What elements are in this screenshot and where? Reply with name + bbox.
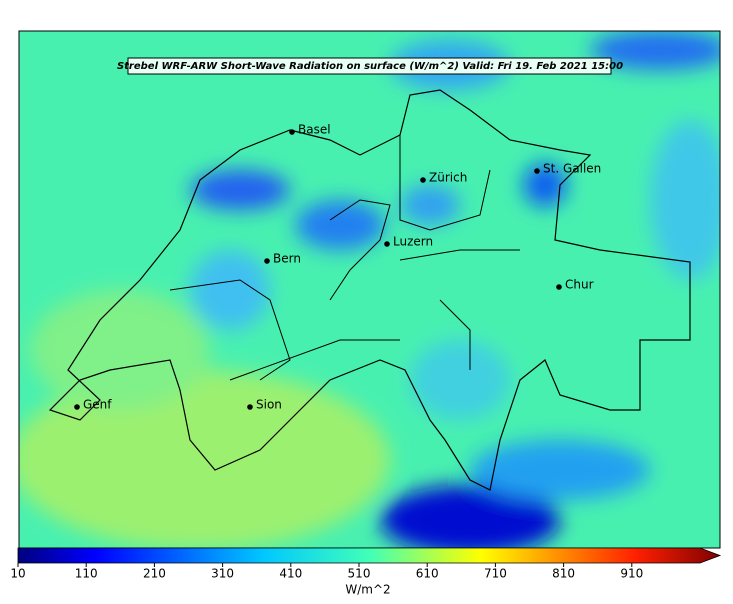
colorbar-tick-label: 510 <box>348 567 371 581</box>
city-label: Luzern <box>393 235 433 249</box>
colorbar-tick-label: 210 <box>143 567 166 581</box>
canton-borders <box>169 135 520 381</box>
title: Strebel WRF-ARW Short-Wave Radiation on … <box>117 61 623 72</box>
city-label: Bern <box>273 252 301 266</box>
colorbar-tick-label: 810 <box>552 567 575 581</box>
city-dot <box>384 241 390 247</box>
city-dot <box>534 168 540 174</box>
city-dot <box>264 258 270 264</box>
city-dot <box>556 284 562 290</box>
colorbar-tick-label: 910 <box>620 567 643 581</box>
city-dot <box>247 404 253 410</box>
city-label: St. Gallen <box>543 162 601 176</box>
colorbar-tick-label: 610 <box>416 567 439 581</box>
colorbar-tick-label: 310 <box>211 567 234 581</box>
border <box>48 89 691 491</box>
colorbar <box>17 547 722 564</box>
title-box <box>127 57 612 75</box>
colorbar-label: W/m^2 <box>345 583 390 597</box>
colorbar-tick-label: 710 <box>484 567 507 581</box>
colorbar-tick-label: 410 <box>279 567 302 581</box>
city-dot <box>420 177 426 183</box>
colorbar-tick-label: 110 <box>75 567 98 581</box>
city-dot <box>74 404 80 410</box>
colorbar-tick-label: 10 <box>10 567 25 581</box>
city-label: Genf <box>83 398 112 412</box>
city-label: Basel <box>298 123 331 137</box>
city-dot <box>289 129 295 135</box>
city-label: Chur <box>565 278 594 292</box>
city-label: Sion <box>256 398 282 412</box>
field <box>19 31 720 548</box>
city-label: Zürich <box>429 171 467 185</box>
